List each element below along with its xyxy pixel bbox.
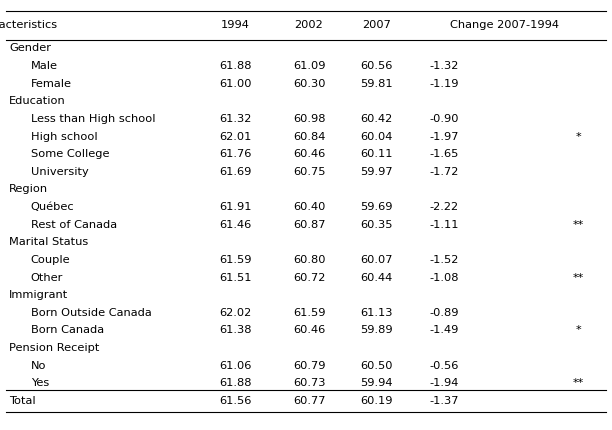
Text: 59.97: 59.97	[360, 167, 393, 177]
Text: 60.80: 60.80	[293, 255, 326, 265]
Text: 61.76: 61.76	[220, 149, 252, 159]
Text: 61.56: 61.56	[220, 396, 252, 406]
Text: 60.04: 60.04	[360, 132, 392, 141]
Text: Less than High school: Less than High school	[31, 114, 155, 124]
Text: 60.19: 60.19	[360, 396, 393, 406]
Text: Immigrant: Immigrant	[9, 290, 69, 300]
Text: Québec: Québec	[31, 202, 74, 212]
Text: 60.56: 60.56	[360, 61, 392, 71]
Text: 60.79: 60.79	[293, 361, 326, 371]
Text: Couple: Couple	[31, 255, 70, 265]
Text: 61.59: 61.59	[219, 255, 252, 265]
Text: Education: Education	[9, 96, 66, 106]
Text: Pension Receipt: Pension Receipt	[9, 343, 100, 353]
Text: Region: Region	[9, 184, 48, 194]
Text: 60.46: 60.46	[293, 149, 325, 159]
Text: *: *	[575, 326, 581, 335]
Text: 62.01: 62.01	[220, 132, 252, 141]
Text: 60.75: 60.75	[293, 167, 326, 177]
Text: 60.98: 60.98	[293, 114, 326, 124]
Text: 59.69: 59.69	[360, 202, 393, 212]
Text: 61.51: 61.51	[219, 273, 252, 283]
Text: 60.42: 60.42	[360, 114, 392, 124]
Text: Born Canada: Born Canada	[31, 326, 103, 335]
Text: Characteristics: Characteristics	[0, 19, 58, 30]
Text: 60.35: 60.35	[360, 220, 393, 230]
Text: Female: Female	[31, 79, 72, 89]
Text: 61.13: 61.13	[360, 308, 393, 318]
Text: **: **	[573, 220, 584, 230]
Text: 61.06: 61.06	[220, 361, 252, 371]
Text: Rest of Canada: Rest of Canada	[31, 220, 117, 230]
Text: -1.08: -1.08	[429, 273, 458, 283]
Text: 60.77: 60.77	[293, 396, 326, 406]
Text: 61.59: 61.59	[293, 308, 326, 318]
Text: -0.56: -0.56	[429, 361, 458, 371]
Text: 60.07: 60.07	[360, 255, 393, 265]
Text: 1994: 1994	[221, 19, 250, 30]
Text: 61.91: 61.91	[219, 202, 252, 212]
Text: 60.46: 60.46	[293, 326, 325, 335]
Text: -1.37: -1.37	[429, 396, 458, 406]
Text: 61.32: 61.32	[220, 114, 252, 124]
Text: High school: High school	[31, 132, 97, 141]
Text: -1.11: -1.11	[429, 220, 458, 230]
Text: No: No	[31, 361, 46, 371]
Text: 2002: 2002	[295, 19, 323, 30]
Text: -1.49: -1.49	[429, 326, 458, 335]
Text: 62.02: 62.02	[220, 308, 252, 318]
Text: 60.50: 60.50	[360, 361, 393, 371]
Text: 60.73: 60.73	[293, 378, 326, 388]
Text: 59.94: 59.94	[360, 378, 393, 388]
Text: Born Outside Canada: Born Outside Canada	[31, 308, 151, 318]
Text: 2007: 2007	[362, 19, 391, 30]
Text: -1.72: -1.72	[429, 167, 458, 177]
Text: Other: Other	[31, 273, 63, 283]
Text: 61.38: 61.38	[219, 326, 252, 335]
Text: 60.40: 60.40	[293, 202, 325, 212]
Text: Male: Male	[31, 61, 58, 71]
Text: -1.32: -1.32	[429, 61, 458, 71]
Text: *: *	[575, 132, 581, 141]
Text: Gender: Gender	[9, 43, 51, 53]
Text: 60.84: 60.84	[293, 132, 325, 141]
Text: **: **	[573, 273, 584, 283]
Text: 59.89: 59.89	[360, 326, 393, 335]
Text: Yes: Yes	[31, 378, 49, 388]
Text: 60.87: 60.87	[293, 220, 326, 230]
Text: 60.30: 60.30	[293, 79, 326, 89]
Text: -0.89: -0.89	[429, 308, 458, 318]
Text: 60.11: 60.11	[360, 149, 393, 159]
Text: -1.97: -1.97	[429, 132, 458, 141]
Text: 61.88: 61.88	[219, 378, 252, 388]
Text: 61.88: 61.88	[219, 61, 252, 71]
Text: Total: Total	[9, 396, 36, 406]
Text: 60.44: 60.44	[360, 273, 392, 283]
Text: 59.81: 59.81	[360, 79, 393, 89]
Text: -1.52: -1.52	[429, 255, 458, 265]
Text: -0.90: -0.90	[429, 114, 458, 124]
Text: Some College: Some College	[31, 149, 109, 159]
Text: -2.22: -2.22	[429, 202, 458, 212]
Text: 60.72: 60.72	[293, 273, 325, 283]
Text: **: **	[573, 378, 584, 388]
Text: University: University	[31, 167, 88, 177]
Text: 61.69: 61.69	[220, 167, 252, 177]
Text: 61.00: 61.00	[219, 79, 252, 89]
Text: Marital Status: Marital Status	[9, 237, 88, 247]
Text: -1.65: -1.65	[429, 149, 458, 159]
Text: 61.09: 61.09	[293, 61, 326, 71]
Text: -1.94: -1.94	[429, 378, 458, 388]
Text: 61.46: 61.46	[220, 220, 252, 230]
Text: Change 2007-1994: Change 2007-1994	[450, 19, 559, 30]
Text: -1.19: -1.19	[429, 79, 458, 89]
